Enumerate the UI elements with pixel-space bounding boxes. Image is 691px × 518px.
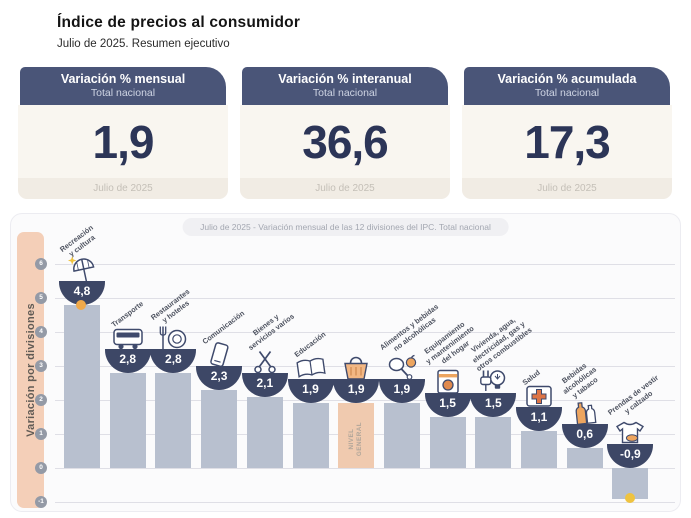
grid-line bbox=[55, 298, 675, 299]
smartphone-icon bbox=[201, 340, 237, 370]
page-title: Índice de precios al consumidor bbox=[57, 14, 301, 31]
general-level-label: NIVEL GENERAL bbox=[348, 421, 364, 457]
card-header: Variación % acumulada Total nacional bbox=[464, 67, 670, 105]
bottles-icon bbox=[575, 401, 597, 425]
value-badge: 1,5 bbox=[470, 393, 517, 417]
card-title: Variación % acumulada bbox=[497, 72, 637, 86]
shopping-basket-icon bbox=[338, 353, 374, 383]
grid-line bbox=[55, 468, 675, 469]
chart-title: Julio de 2025 - Variación mensual de las… bbox=[182, 218, 509, 236]
bar-column bbox=[521, 430, 557, 468]
smartphone-icon bbox=[210, 341, 229, 367]
bar-column bbox=[64, 304, 100, 468]
y-axis-tick: 6 bbox=[35, 258, 47, 270]
value-badge: 1,9 bbox=[378, 379, 425, 404]
card-monthly-variation: Variación % mensual Total nacional 1,9 J… bbox=[18, 67, 228, 202]
beach-umbrella-icon bbox=[64, 255, 100, 285]
card-period: Julio de 2025 bbox=[462, 178, 672, 199]
card-yearly-variation: Variación % interanual Total nacional 36… bbox=[240, 67, 450, 202]
y-axis-tick: 3 bbox=[35, 360, 47, 372]
bottles-icon bbox=[567, 398, 603, 428]
restaurant-icon bbox=[160, 326, 187, 349]
card-period: Julio de 2025 bbox=[240, 178, 450, 199]
sun-decoration-icon bbox=[76, 299, 86, 310]
scissors-icon bbox=[254, 350, 276, 373]
value-badge: 2,1 bbox=[241, 372, 288, 397]
value-badge: 1,1 bbox=[516, 406, 562, 431]
first-aid-icon bbox=[526, 385, 552, 407]
bar-column bbox=[201, 389, 238, 468]
bar-chart: 6 5 4 3 2 1 0 -1 4,8 Recreación y cultura 2,8 Tra… bbox=[11, 214, 680, 511]
tshirt-icon bbox=[616, 421, 645, 444]
division-label: Vivienda, agua, electricidad, gas y otro… bbox=[469, 314, 534, 373]
y-axis-tick: 4 bbox=[35, 326, 47, 338]
bar-column bbox=[566, 447, 603, 468]
divisions-chart-panel: Julio de 2025 - Variación mensual de las… bbox=[10, 213, 681, 512]
bar-column bbox=[246, 396, 283, 468]
yellow-dot-icon bbox=[625, 492, 636, 503]
shopping-basket-icon bbox=[344, 357, 369, 381]
card-body: 36,6 bbox=[240, 105, 450, 178]
card-subtitle: Total nacional bbox=[534, 87, 600, 99]
division-label: Prendas de vestir y calzado bbox=[606, 372, 661, 417]
bar-column bbox=[429, 417, 466, 468]
card-title: Variación % interanual bbox=[278, 72, 412, 86]
lightbulb-plug-icon bbox=[480, 370, 506, 391]
value-badge: 1,5 bbox=[424, 393, 471, 417]
card-period: Julio de 2025 bbox=[18, 178, 228, 199]
card-body: 17,3 bbox=[462, 105, 672, 178]
food-icon bbox=[384, 353, 420, 383]
card-accumulated-variation: Variación % acumulada Total nacional 17,… bbox=[462, 67, 672, 202]
tshirt-icon bbox=[612, 418, 648, 448]
card-value: 36,6 bbox=[302, 115, 389, 168]
bus-icon bbox=[110, 323, 146, 353]
y-axis-tick: -1 bbox=[35, 496, 47, 508]
page-subtitle: Julio de 2025. Resumen ejecutivo bbox=[57, 38, 230, 50]
bar-column: NIVEL GENERAL bbox=[338, 403, 375, 468]
value-badge: -0,9 bbox=[607, 444, 654, 468]
bar-column bbox=[383, 403, 420, 468]
first-aid-icon bbox=[521, 381, 557, 411]
value-badge: 2,8 bbox=[150, 348, 197, 373]
food-icon bbox=[388, 355, 417, 381]
bar-column bbox=[109, 372, 146, 468]
card-value: 17,3 bbox=[524, 115, 611, 168]
y-axis-tick: 2 bbox=[35, 394, 47, 406]
grid-line bbox=[55, 264, 675, 265]
y-axis-tick: 1 bbox=[35, 428, 47, 440]
value-badge: 2,8 bbox=[104, 348, 151, 373]
page-header: Índice de precios al consumidor Julio de… bbox=[57, 14, 300, 50]
card-subtitle: Total nacional bbox=[90, 87, 156, 99]
card-title: Variación % mensual bbox=[60, 72, 186, 86]
value-badge: 2,3 bbox=[196, 365, 243, 390]
division-label: Bienes y servicios varios bbox=[246, 312, 296, 353]
bar-column bbox=[155, 372, 192, 468]
card-subtitle: Total nacional bbox=[312, 87, 378, 99]
card-value: 1,9 bbox=[92, 115, 155, 168]
lightbulb-plug-icon bbox=[475, 367, 511, 397]
bar-column bbox=[292, 403, 329, 468]
grid-line bbox=[55, 502, 675, 503]
book-icon bbox=[293, 353, 329, 383]
value-badge: 0,6 bbox=[561, 423, 608, 448]
card-header: Variación % mensual Total nacional bbox=[20, 67, 226, 105]
beach-umbrella-icon bbox=[67, 255, 95, 285]
y-axis-tick: 5 bbox=[35, 292, 47, 304]
bus-icon bbox=[112, 328, 143, 349]
card-header: Variación % interanual Total nacional bbox=[242, 67, 448, 105]
summary-cards: Variación % mensual Total nacional 1,9 J… bbox=[18, 67, 672, 202]
grid-line bbox=[55, 332, 675, 333]
y-axis-tick: 0 bbox=[35, 462, 47, 474]
bar-column bbox=[475, 417, 512, 468]
scissors-icon bbox=[247, 347, 283, 377]
book-icon bbox=[295, 358, 326, 379]
card-body: 1,9 bbox=[18, 105, 228, 178]
restaurant-icon bbox=[155, 323, 191, 353]
